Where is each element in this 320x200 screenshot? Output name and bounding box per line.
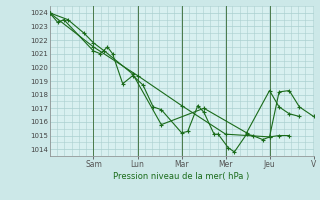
X-axis label: Pression niveau de la mer( hPa ): Pression niveau de la mer( hPa ): [114, 172, 250, 181]
